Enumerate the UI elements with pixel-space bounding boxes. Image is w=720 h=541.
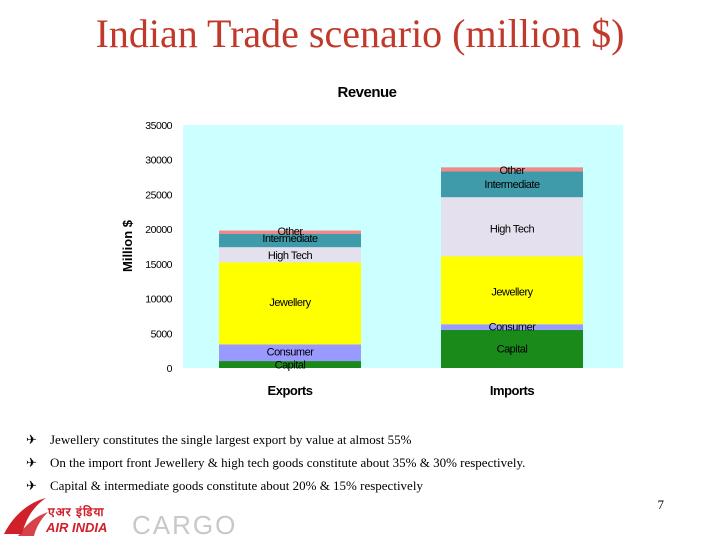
logo-brand-text: AIR INDIA [46,520,108,535]
bar-segment-jewellery [219,262,361,345]
bar-segment-other [441,167,583,172]
bar-segment-label: High Tech [268,250,313,262]
logo-cargo-text: CARGO [132,510,238,540]
bar-segment-label: Intermediate [262,233,318,245]
bar-segment-label: Other [277,226,303,238]
x-tick-label: Exports [268,383,313,398]
y-axis-label: Million $ [120,219,135,272]
y-tick-label: 10000 [145,294,172,306]
slide-title: Indian Trade scenario (million $) [95,11,625,56]
bar-segment-label: Jewellery [491,287,533,299]
bullet-text: On the import front Jewellery & high tec… [50,454,526,470]
bar-segment-capital [219,361,361,368]
bar-segment-intermediate [219,234,361,248]
bar-segment-label: Consumer [489,321,537,333]
bar-segment-label: High Tech [490,223,535,235]
x-tick-label: Imports [490,383,534,398]
bullet-item: ✈ Capital & intermediate goods constitut… [26,474,666,497]
airplane-icon: ✈ [26,454,37,470]
airplane-icon: ✈ [26,431,37,447]
logo-swoosh-icon [4,498,48,536]
airplane-icon: ✈ [26,477,37,493]
bar-segment-label: Intermediate [484,179,540,191]
bullet-item: ✈ On the import front Jewellery & high t… [26,451,666,474]
bullet-list: ✈ Jewellery constitutes the single large… [26,428,666,497]
y-tick-label: 30000 [145,155,172,167]
y-tick-label: 20000 [145,224,172,236]
bar-segment-consumer [441,324,583,330]
page-number: 7 [657,497,665,512]
bar-segment-label: Other [499,165,525,177]
bar-segment-label: Consumer [267,346,315,358]
bar-segment-jewellery [441,256,583,325]
x-axis-ticks: Exports Imports [268,383,535,398]
bar-segment-label: Capital [275,360,306,372]
bullet-text: Jewellery constitutes the single largest… [50,431,412,447]
bar-segment-consumer [219,344,361,362]
y-tick-label: 35000 [145,120,172,132]
bar-segment-label: Capital [497,344,528,356]
bar-segment-hightech [441,197,583,257]
y-axis-ticks: 0 5000 10000 15000 20000 25000 30000 35000 [145,120,173,375]
bar-segment-label: Jewellery [269,297,311,309]
revenue-chart: Revenue Million $ 0 5000 10000 15000 20000 25… [120,84,623,398]
bullet-item: ✈ Jewellery constitutes the single large… [26,428,666,451]
logo-script-text: एअर इंडिया [48,505,105,519]
y-tick-label: 0 [167,363,173,375]
y-tick-label: 25000 [145,189,172,201]
bar-segment-other [219,230,361,235]
bullet-text: Capital & intermediate goods constitute … [50,477,423,493]
y-tick-label: 15000 [145,259,172,271]
bar-segment-intermediate [441,171,583,198]
y-tick-label: 5000 [151,328,173,340]
chart-title: Revenue [337,84,396,101]
bar-segment-capital [441,329,583,368]
bar-stacks [219,167,583,368]
bar-segment-hightech [219,247,361,263]
